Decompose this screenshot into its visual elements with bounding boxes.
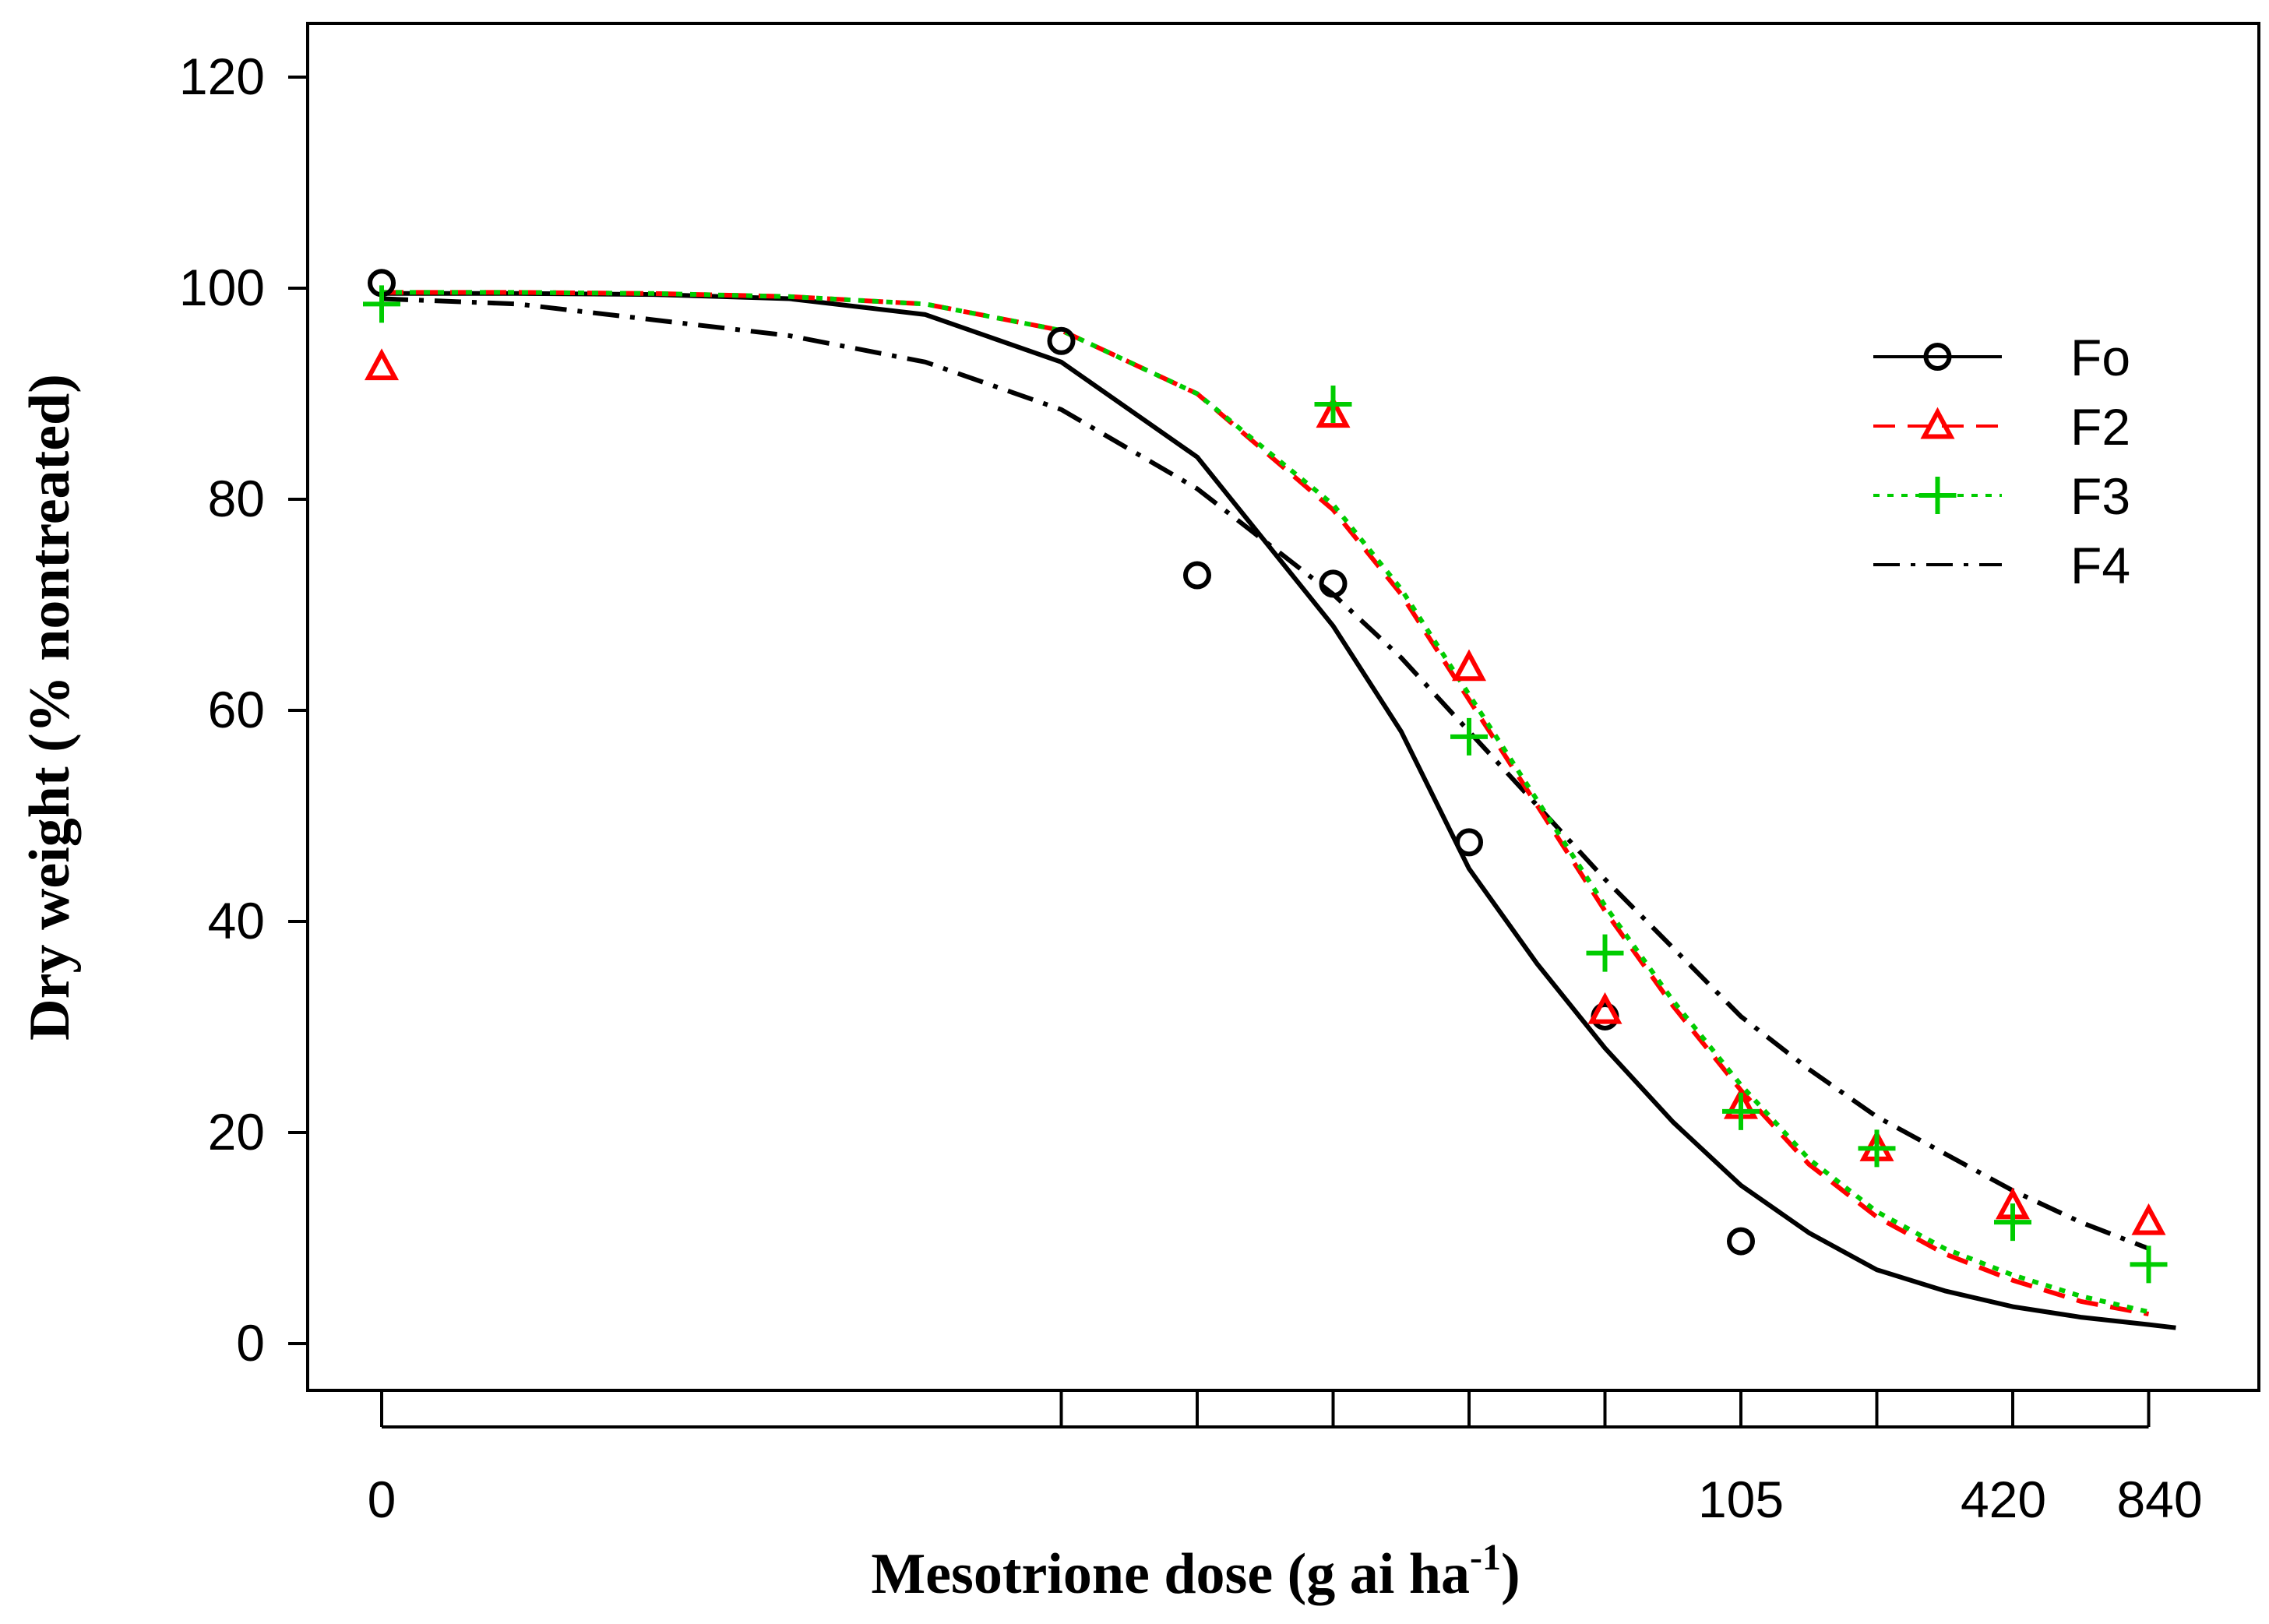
curve-f4 xyxy=(381,296,2150,1251)
point-f3 xyxy=(1314,386,1352,424)
legend-marker-fo xyxy=(1923,343,1952,371)
curve-f2 xyxy=(382,290,2150,1317)
y-tick-label: 80 xyxy=(208,470,265,527)
point-f3 xyxy=(1858,1129,1896,1168)
point-f2 xyxy=(1451,649,1487,682)
point-fo xyxy=(1319,569,1348,598)
fitted-curves xyxy=(381,290,2176,1330)
x-tick-label: 840 xyxy=(2116,1471,2202,1528)
point-f2 xyxy=(1587,992,1622,1024)
point-f2 xyxy=(2131,1203,2166,1235)
legend: Fo F2 F3 F4 xyxy=(1873,329,2130,594)
x-axis-title-main: Mesotrione dose (g ai ha xyxy=(871,1542,1470,1606)
point-f3 xyxy=(1994,1203,2031,1242)
legend-marker-f3 xyxy=(1918,477,1957,514)
x-axis: 0 105 420 840 xyxy=(368,1390,2203,1528)
x-axis-title: Mesotrione dose (g ai ha-1) xyxy=(871,1537,1520,1606)
curve-f3 xyxy=(382,290,2150,1315)
plot-frame xyxy=(306,22,2260,1392)
point-fo xyxy=(1727,1227,1755,1256)
legend-label-f2: F2 xyxy=(2070,398,2130,456)
curve-fo xyxy=(382,291,2176,1330)
legend-label-f4: F4 xyxy=(2070,537,2130,594)
y-tick-label: 20 xyxy=(208,1103,265,1161)
point-f3 xyxy=(363,285,400,323)
point-f3 xyxy=(1722,1092,1760,1130)
x-axis-title-superscript: -1 xyxy=(1470,1537,1501,1578)
y-tick-label: 100 xyxy=(179,259,265,316)
y-tick-label: 120 xyxy=(179,48,265,105)
y-tick-label: 0 xyxy=(236,1314,265,1372)
y-tick-label: 60 xyxy=(208,681,265,738)
legend-label-f3: F3 xyxy=(2070,467,2130,525)
legend-label-fo: Fo xyxy=(2070,329,2130,386)
point-fo xyxy=(1183,561,1211,590)
data-points xyxy=(363,269,2168,1284)
point-f2 xyxy=(364,348,400,381)
point-f3 xyxy=(1450,717,1488,756)
legend-marker-f2 xyxy=(1920,407,1955,439)
x-axis-title-close: ) xyxy=(1501,1542,1520,1606)
y-axis: 0 20 40 60 80 100 120 xyxy=(179,48,309,1372)
point-f3 xyxy=(1586,934,1624,972)
point-fo xyxy=(1455,828,1483,857)
x-tick-label: 0 xyxy=(368,1471,396,1528)
y-axis-title: Dry weight (% nontreated) xyxy=(18,374,82,1041)
point-fo xyxy=(1047,326,1076,355)
x-tick-label: 105 xyxy=(1698,1471,1784,1528)
y-tick-label: 40 xyxy=(208,892,265,949)
point-f2 xyxy=(1316,396,1351,428)
point-f3 xyxy=(2130,1245,2168,1284)
x-tick-label: 420 xyxy=(1961,1471,2046,1528)
